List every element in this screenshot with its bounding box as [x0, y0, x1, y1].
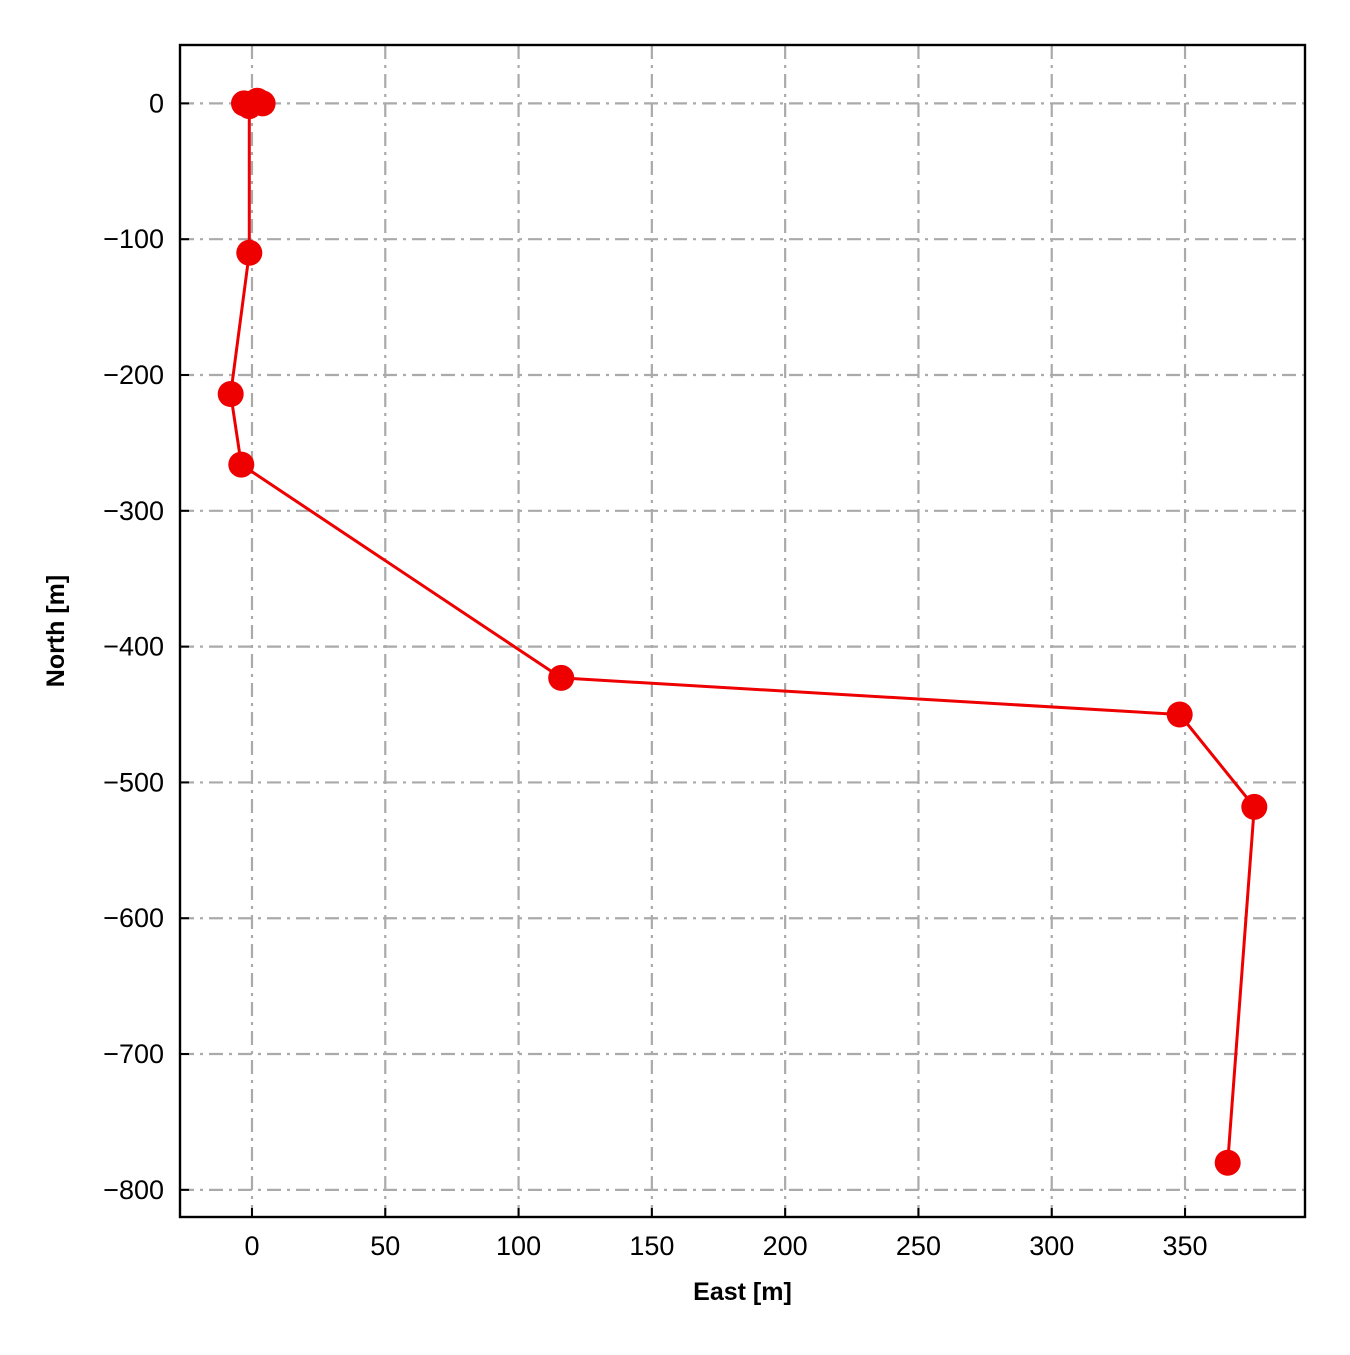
y-tick-label: −300: [103, 496, 164, 526]
x-tick-label: 150: [629, 1231, 674, 1261]
x-tick-label: 350: [1163, 1231, 1208, 1261]
data-point: [1241, 793, 1268, 820]
y-tick-label: −600: [103, 903, 164, 933]
y-tick-label: −500: [103, 767, 164, 797]
x-axis-label: East [m]: [693, 1278, 792, 1306]
x-tick-label: 200: [763, 1231, 808, 1261]
x-tick-label: 0: [244, 1231, 259, 1261]
y-tick-label: −100: [103, 224, 164, 254]
y-tick-label: −400: [103, 632, 164, 662]
y-tick-label: −200: [103, 360, 164, 390]
x-tick-label: 300: [1029, 1231, 1074, 1261]
y-tick-label: −700: [103, 1039, 164, 1069]
data-point: [228, 451, 255, 478]
x-tick-label: 250: [896, 1231, 941, 1261]
grid: [180, 45, 1305, 1217]
x-tick-label: 100: [496, 1231, 541, 1261]
data-point: [236, 239, 263, 266]
y-axis-label: North [m]: [42, 575, 70, 687]
y-tick-label: 0: [149, 88, 164, 118]
plot-area: [217, 87, 1268, 1176]
data-point: [548, 664, 575, 691]
data-point: [1214, 1149, 1241, 1176]
y-tick-label: −800: [103, 1175, 164, 1205]
data-point: [217, 381, 244, 407]
x-tick-label: 50: [370, 1231, 400, 1261]
data-point: [236, 93, 263, 120]
plot-frame: [178, 43, 1307, 1219]
axis-ticks: 0 50 100 150 200 250 300 350 0 −100 −200 −300 −400 −5…: [103, 88, 1207, 1261]
data-point: [1166, 701, 1193, 728]
